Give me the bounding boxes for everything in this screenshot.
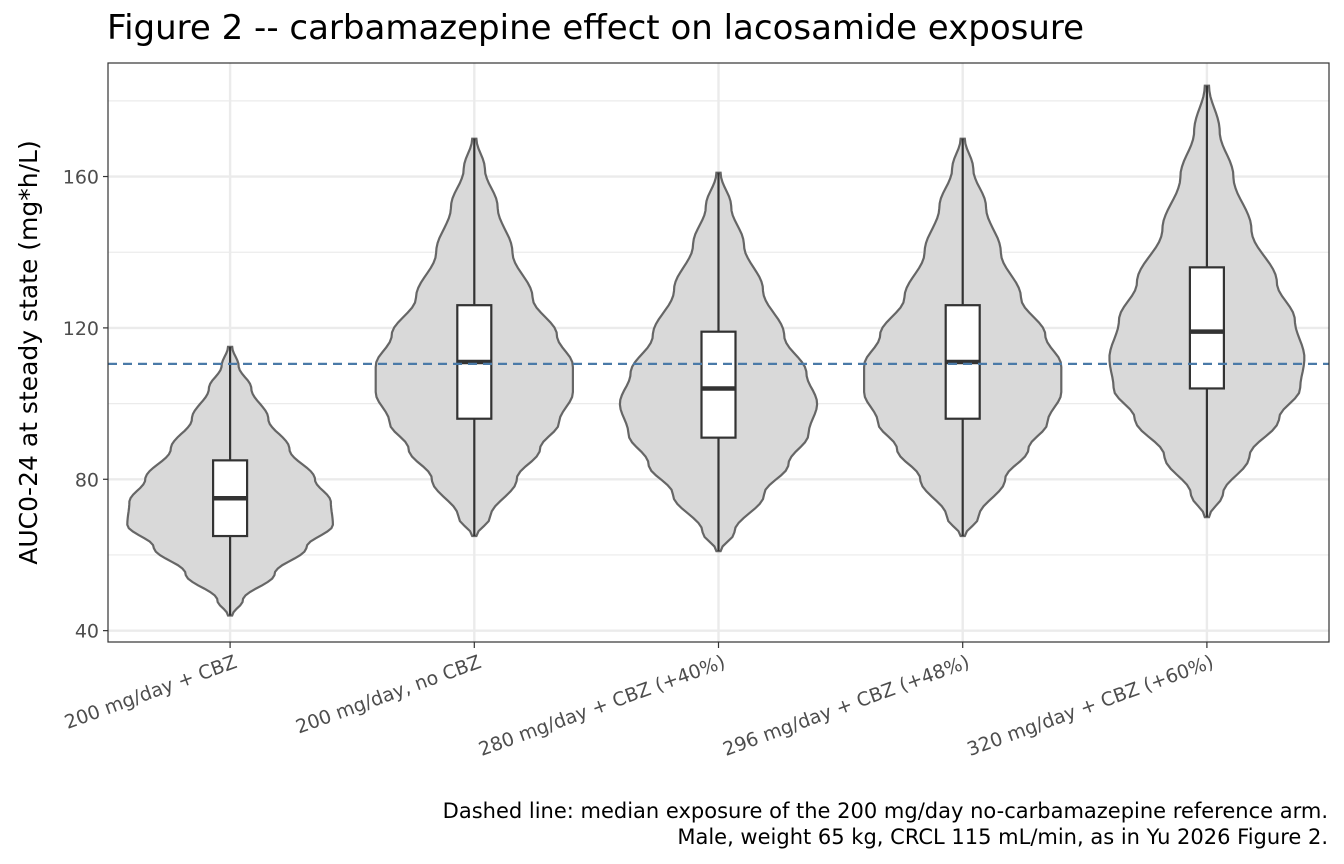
x-tick-label: 320 mg/day + CBZ (+60%) bbox=[964, 651, 1216, 761]
caption-line-2: Male, weight 65 kg, CRCL 115 mL/min, as … bbox=[677, 825, 1328, 849]
y-tick-label: 160 bbox=[63, 167, 99, 189]
chart-title: Figure 2 -- carbamazepine effect on laco… bbox=[107, 8, 1085, 48]
x-tick-label: 200 mg/day, no CBZ bbox=[293, 651, 484, 738]
box-5 bbox=[1188, 266, 1226, 390]
chart-caption: Dashed line: median exposure of the 200 … bbox=[443, 798, 1328, 850]
y-tick-label: 80 bbox=[75, 469, 99, 491]
x-tick-label: 296 mg/day + CBZ (+48%) bbox=[720, 651, 972, 761]
x-tick-label: 200 mg/day + CBZ bbox=[62, 651, 240, 734]
y-tick-label: 40 bbox=[75, 621, 99, 643]
box-3 bbox=[700, 330, 737, 439]
y-tick-label: 120 bbox=[63, 318, 99, 340]
y-axis-label: AUC0-24 at steady state (mg*h/L) bbox=[14, 140, 43, 564]
x-tick-label: 280 mg/day + CBZ (+40%) bbox=[476, 651, 728, 761]
caption-line-1: Dashed line: median exposure of the 200 … bbox=[442, 799, 1328, 823]
